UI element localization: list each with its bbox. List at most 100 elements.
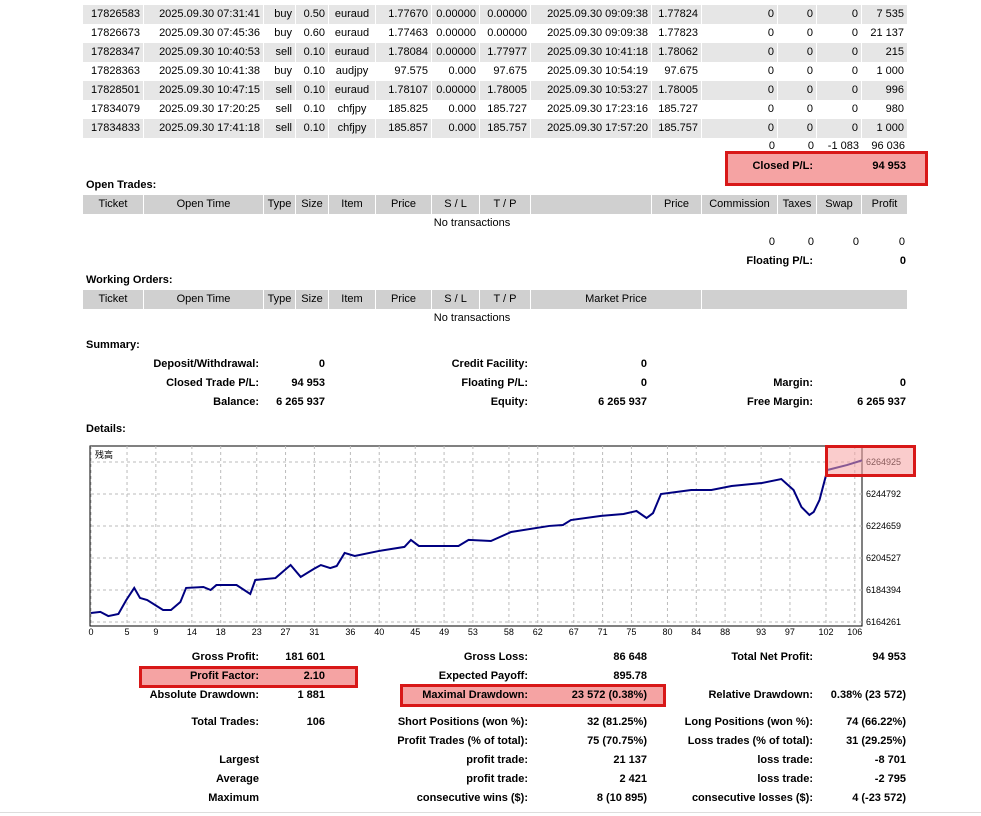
value: 0.38% (23 572) (830, 688, 906, 701)
empty-note: No transactions (433, 311, 511, 324)
value: 2 421 (619, 772, 647, 785)
x-tick-label: 97 (785, 627, 795, 637)
value: 8 (10 895) (596, 791, 647, 804)
header-cell (702, 290, 908, 309)
value: 94 953 (291, 376, 325, 389)
section-title: Details: (86, 422, 126, 435)
label: Long Positions (won %): (684, 715, 813, 728)
label: profit trade: (466, 772, 528, 785)
trade-cell: 0 (817, 24, 862, 43)
total-value: 0 (898, 235, 905, 248)
trade-cell: 2025.09.30 10:41:18 (531, 43, 652, 62)
x-tick-label: 9 (153, 627, 158, 637)
trade-cell: 0.10 (296, 43, 329, 62)
header-cell: T / P (480, 195, 531, 214)
trade-cell: 0 (778, 24, 817, 43)
trade-cell: buy (264, 24, 296, 43)
trade-cell: euraud (329, 5, 376, 24)
trade-cell: 2025.09.30 10:41:38 (144, 62, 264, 81)
value: 6 265 937 (598, 395, 647, 408)
trade-cell: 2025.09.30 10:53:27 (531, 81, 652, 100)
trade-cell: 0.000 (432, 100, 480, 119)
y-tick-label: 6224659 (866, 521, 901, 531)
trade-cell: sell (264, 100, 296, 119)
trade-cell: 1.77824 (652, 5, 702, 24)
trade-cell: euraud (329, 24, 376, 43)
header-cell (531, 195, 652, 214)
x-tick-label: 14 (187, 627, 197, 637)
y-tick-label: 6244792 (866, 489, 901, 499)
label: Gross Loss: (463, 650, 528, 663)
total-value: 0 (768, 139, 775, 152)
highlight-box (139, 666, 358, 688)
trade-cell: 0 (702, 100, 778, 119)
value: 75 (70.75%) (587, 734, 647, 747)
label: Balance: (213, 395, 259, 408)
label: Gross Profit: (191, 650, 259, 663)
value: 1 881 (297, 688, 325, 701)
total-value: 0 (852, 235, 859, 248)
trade-cell: 97.675 (652, 62, 702, 81)
label: Maximum (208, 791, 259, 804)
x-tick-label: 102 (818, 627, 833, 637)
trade-cell: 17828347 (83, 43, 144, 62)
pl-label: Floating P/L: (746, 254, 813, 267)
value: 106 (306, 715, 325, 728)
trade-cell: 0.10 (296, 119, 329, 138)
section-title: Working Orders: (86, 273, 173, 286)
bottom-rule (0, 812, 981, 813)
header-cell: Item (329, 290, 376, 309)
trade-cell: 0 (702, 5, 778, 24)
value: 31 (29.25%) (846, 734, 906, 747)
label: Deposit/Withdrawal: (153, 357, 259, 370)
label: Average (215, 772, 259, 785)
x-tick-label: 49 (439, 627, 449, 637)
value: 0 (640, 357, 647, 370)
trade-cell: 17828501 (83, 81, 144, 100)
trade-cell: 0.00000 (432, 5, 480, 24)
total-value: 0 (807, 235, 814, 248)
trade-cell: 0.10 (296, 62, 329, 81)
trade-cell: 17834079 (83, 100, 144, 119)
trade-cell: 0 (778, 119, 817, 138)
trade-cell: 1.77463 (376, 24, 432, 43)
label: Total Trades: (191, 715, 259, 728)
trade-cell: 17826673 (83, 24, 144, 43)
trade-cell: 0 (702, 24, 778, 43)
label: Expected Payoff: (438, 669, 528, 682)
trade-cell: 185.757 (652, 119, 702, 138)
trade-cell: 2025.09.30 07:31:41 (144, 5, 264, 24)
trade-cell: 1 000 (862, 119, 908, 138)
header-cell: Item (329, 195, 376, 214)
trade-cell: 0 (702, 62, 778, 81)
trade-cell: 17826583 (83, 5, 144, 24)
trade-cell: 2025.09.30 07:45:36 (144, 24, 264, 43)
trade-cell: 0 (817, 5, 862, 24)
trade-cell: 1.78005 (480, 81, 531, 100)
x-tick-label: 84 (691, 627, 701, 637)
value: 94 953 (872, 650, 906, 663)
trade-cell: chfjpy (329, 119, 376, 138)
trade-cell: 0.00000 (432, 24, 480, 43)
trade-cell: 97.575 (376, 62, 432, 81)
trade-cell: 2025.09.30 17:41:18 (144, 119, 264, 138)
x-tick-label: 0 (88, 627, 93, 637)
header-cell: Open Time (144, 195, 264, 214)
pl-value: 0 (899, 254, 906, 267)
trade-cell: 97.675 (480, 62, 531, 81)
trade-cell: 0.00000 (432, 43, 480, 62)
value: 181 601 (285, 650, 325, 663)
value: 23 572 (0.38%) (571, 688, 647, 701)
label: Largest (219, 753, 259, 766)
x-tick-label: 58 (504, 627, 514, 637)
highlight-box (400, 684, 666, 707)
trade-cell: 0 (778, 43, 817, 62)
trade-cell: 0.00000 (432, 81, 480, 100)
trade-cell: 185.757 (480, 119, 531, 138)
header-cell: S / L (432, 195, 480, 214)
value: 0 (318, 357, 325, 370)
value: 74 (66.22%) (846, 715, 906, 728)
trade-cell: 185.825 (376, 100, 432, 119)
header-cell: Profit (862, 195, 908, 214)
trade-cell: 0.10 (296, 100, 329, 119)
